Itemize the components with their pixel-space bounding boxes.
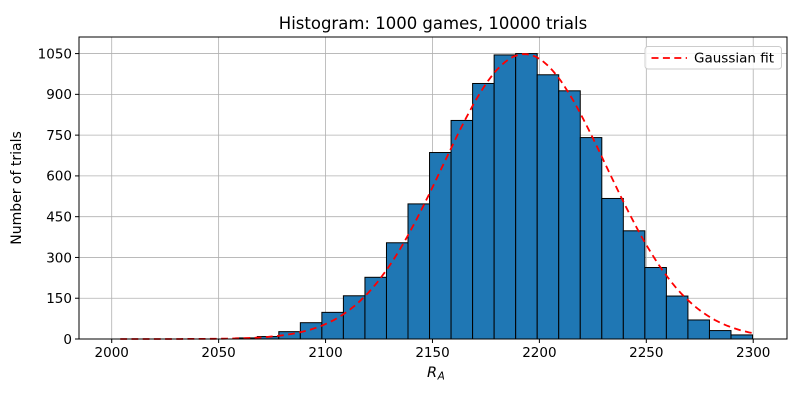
x-tick-label: 2050 xyxy=(201,345,235,361)
x-axis-label-base: R xyxy=(427,365,437,381)
histogram-bar xyxy=(321,311,344,340)
histogram-bar xyxy=(493,54,517,340)
y-tick-label: 150 xyxy=(46,291,72,307)
x-tick-label: 2100 xyxy=(308,345,342,361)
y-axis-label: Number of trials xyxy=(9,131,25,245)
histogram-bar xyxy=(385,242,409,340)
histogram-bars-layer xyxy=(235,53,754,340)
histogram-bar xyxy=(472,82,495,340)
histogram-bar xyxy=(644,267,667,340)
histogram-bar xyxy=(579,137,603,340)
x-tick-label: 2000 xyxy=(95,345,129,361)
legend: Gaussian fit xyxy=(644,46,782,70)
histogram-bar xyxy=(558,90,581,340)
histogram-bar xyxy=(429,152,452,340)
tick-labels-layer: 2000 2050 2100 2150 2200 2250 2300 0 150 300 450 60… xyxy=(38,46,771,361)
histogram-bar xyxy=(364,276,387,340)
x-tick-label: 2150 xyxy=(415,345,449,361)
x-tick-label: 2300 xyxy=(736,345,770,361)
axes-spines-layer xyxy=(78,36,788,340)
x-tick-label: 2200 xyxy=(522,345,556,361)
histogram-bar xyxy=(622,230,646,340)
legend-box xyxy=(644,46,782,70)
legend-label: Gaussian fit xyxy=(694,51,774,67)
x-tick-label: 2250 xyxy=(629,345,663,361)
histogram-bar xyxy=(515,53,538,340)
y-tick-label: 1050 xyxy=(38,46,72,62)
histogram-bar xyxy=(665,295,689,340)
axes-border xyxy=(78,36,788,340)
y-tick-label: 0 xyxy=(63,332,72,348)
y-tick-label: 450 xyxy=(46,210,72,226)
x-axis-label: RA xyxy=(427,365,445,383)
chart-title: Histogram: 1000 games, 10000 trials xyxy=(279,14,587,33)
histogram-bar xyxy=(407,203,431,340)
y-tick-label: 900 xyxy=(46,87,72,103)
y-tick-label: 300 xyxy=(46,250,72,266)
histogram-bar xyxy=(708,330,732,340)
y-tick-label: 750 xyxy=(46,128,72,144)
histogram-bar xyxy=(450,119,474,340)
x-axis-label-subscript: A xyxy=(437,371,445,383)
y-tick-label: 600 xyxy=(46,169,72,185)
histogram-bar xyxy=(342,295,366,340)
histogram-bar xyxy=(730,334,754,340)
histogram-bar xyxy=(536,74,560,340)
histogram-bar xyxy=(601,197,624,340)
tick-marks-layer xyxy=(75,53,754,343)
histogram-bar xyxy=(687,319,710,340)
gridlines-layer xyxy=(79,37,787,340)
